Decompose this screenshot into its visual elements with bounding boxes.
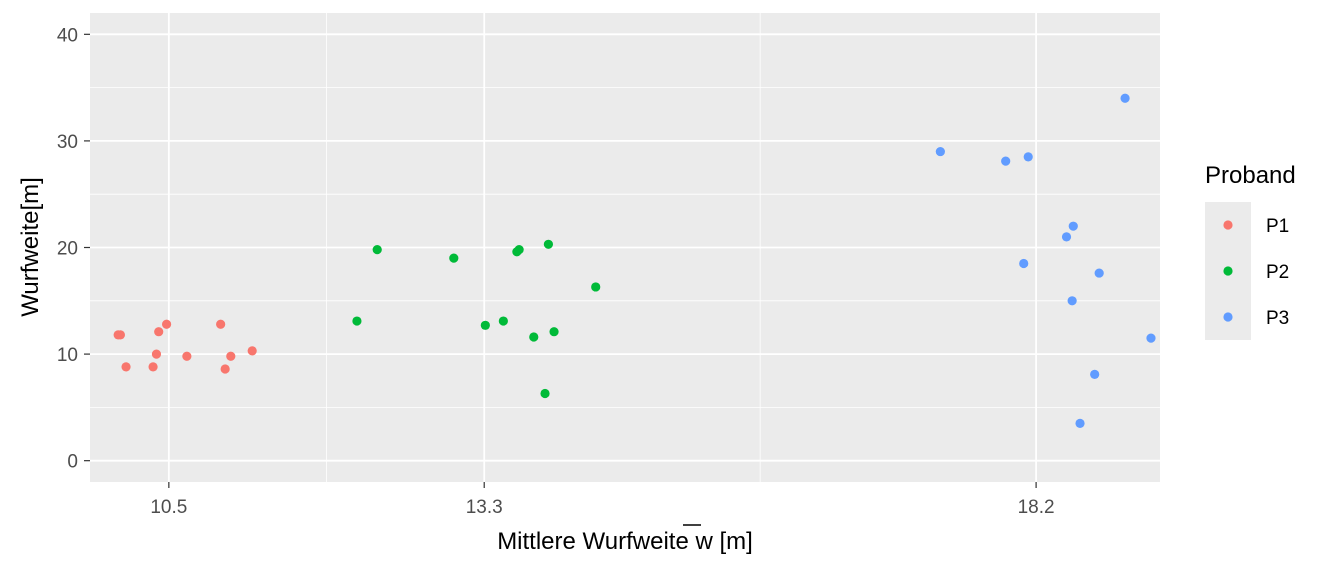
point-p2 — [372, 245, 382, 255]
x-axis-title-symbol: w — [694, 528, 713, 555]
point-p1 — [216, 319, 226, 329]
y-axis-title: Wurfweite[m] — [17, 177, 44, 317]
point-p3 — [1075, 418, 1085, 428]
point-p3 — [1120, 93, 1130, 103]
y-tick-label: 0 — [67, 452, 78, 473]
point-p2 — [540, 388, 550, 399]
legend-label-p2: P2 — [1266, 262, 1289, 283]
legend: P1 P2 P3 — [1205, 202, 1289, 340]
point-p3 — [1090, 369, 1100, 379]
point-p1 — [148, 362, 158, 372]
x-tick-label: 13.3 — [466, 497, 503, 518]
x-axis-title-prefix: Mittlere Wurfweite — [497, 528, 695, 555]
x-axis: 10.5 13.3 18.2 — [150, 482, 1055, 518]
legend-key-p2 — [1223, 266, 1233, 276]
point-p2 — [529, 332, 539, 342]
y-axis: 0 10 20 30 40 — [57, 25, 90, 473]
point-p1 — [161, 319, 172, 329]
point-p1 — [247, 346, 257, 356]
point-p1 — [151, 349, 162, 359]
legend-key-p3 — [1223, 312, 1233, 322]
point-p1 — [220, 364, 230, 374]
point-p3 — [935, 146, 945, 157]
major-gridlines — [90, 13, 1160, 482]
point-p1 — [182, 351, 192, 361]
point-p3 — [1068, 221, 1078, 231]
x-axis-title: Mittlere Wurfweite w [m] — [497, 528, 753, 555]
point-p3 — [1001, 156, 1011, 166]
point-p1 — [121, 362, 131, 372]
point-p1 — [154, 327, 164, 337]
data-points — [113, 93, 1156, 428]
point-p3 — [1094, 268, 1104, 278]
point-p2 — [480, 320, 490, 330]
point-p2 — [549, 327, 559, 337]
legend-key-p1 — [1223, 220, 1233, 230]
y-tick-label: 30 — [57, 132, 78, 153]
y-tick-label: 10 — [57, 345, 78, 366]
point-p3 — [1061, 232, 1072, 242]
point-p3 — [1146, 333, 1156, 343]
point-p2 — [449, 253, 459, 263]
point-p2 — [514, 245, 524, 255]
point-p1 — [115, 330, 126, 340]
x-axis-title-suffix: [m] — [713, 528, 753, 555]
y-tick-label: 40 — [57, 25, 78, 46]
legend-label-p1: P1 — [1266, 216, 1289, 237]
y-tick-label: 20 — [57, 239, 78, 260]
point-p2 — [352, 316, 362, 326]
legend-label-p3: P3 — [1266, 308, 1289, 329]
point-p3 — [1019, 258, 1029, 269]
x-tick-label: 18.2 — [1018, 497, 1055, 518]
point-p1 — [226, 351, 236, 361]
legend-title: Proband — [1205, 162, 1296, 189]
point-p2 — [543, 239, 554, 249]
point-p3 — [1067, 296, 1077, 306]
x-tick-label: 10.5 — [150, 497, 187, 518]
point-p2 — [591, 282, 601, 292]
point-p2 — [498, 316, 508, 326]
point-p3 — [1023, 152, 1033, 162]
